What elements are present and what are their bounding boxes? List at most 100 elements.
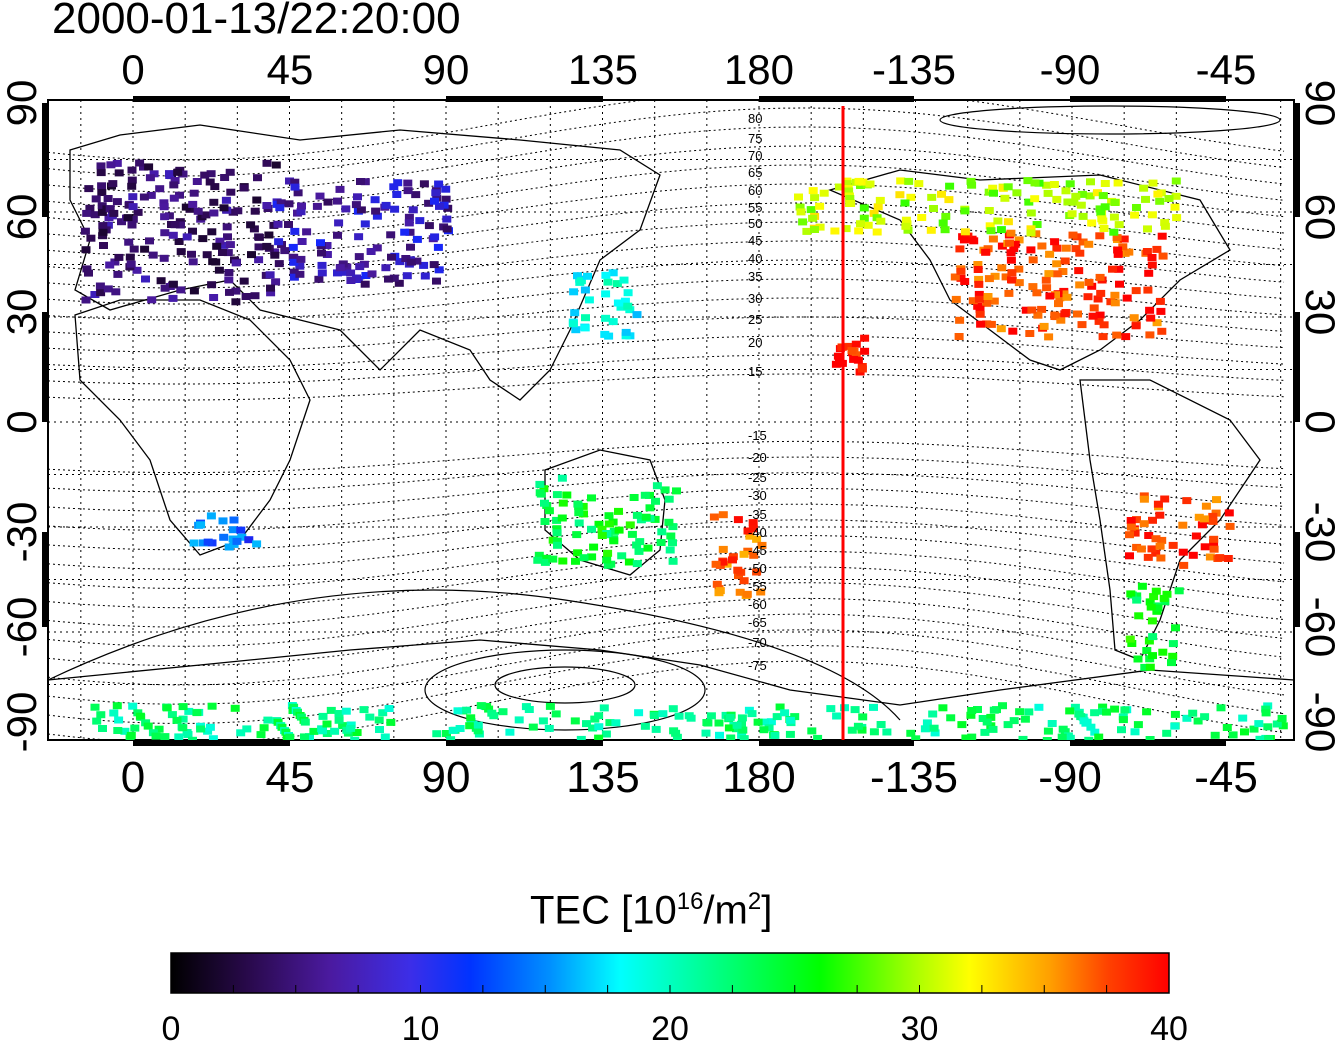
tec-cell — [241, 293, 251, 300]
tec-cell — [233, 207, 243, 215]
tec-cell — [1026, 209, 1036, 217]
tec-cell — [927, 193, 937, 201]
tec-cell — [922, 719, 932, 727]
tec-cell — [539, 485, 549, 493]
tec-cell — [110, 258, 120, 266]
tec-cell — [128, 215, 138, 223]
tec-cell — [611, 719, 621, 727]
tec-cell — [402, 272, 412, 280]
contour-label: -35 — [748, 507, 767, 522]
tec-cell — [998, 184, 1008, 192]
tec-cell — [384, 705, 394, 712]
tec-cell — [728, 556, 737, 564]
tec-cell — [198, 235, 208, 243]
tec-cell — [346, 277, 356, 284]
tec-cell — [389, 274, 399, 282]
tec-cell — [1085, 192, 1095, 200]
tec-cell — [1178, 521, 1188, 529]
tec-cell — [1096, 289, 1106, 297]
contour-line — [48, 550, 1285, 609]
tec-cell — [1045, 250, 1055, 258]
tec-cell — [853, 356, 863, 364]
tec-cell — [1147, 617, 1157, 625]
tec-cell — [236, 526, 246, 534]
tec-cell — [341, 205, 351, 213]
tec-cell — [1031, 230, 1041, 238]
tec-cell — [209, 209, 219, 217]
tec-cell — [1142, 248, 1152, 255]
tec-cell — [656, 539, 666, 546]
tec-cell — [1109, 213, 1119, 221]
tec-cell — [1131, 287, 1141, 295]
tec-cell — [1026, 246, 1036, 254]
tec-cell — [1020, 715, 1030, 723]
tec-cell — [215, 237, 225, 245]
tec-cell — [218, 517, 228, 525]
tec-cell — [381, 264, 391, 272]
tec-cell — [570, 309, 580, 317]
tec-cell — [1156, 307, 1166, 315]
tec-cell — [254, 243, 264, 251]
tec-cell — [135, 159, 145, 167]
tec-cell — [192, 178, 202, 185]
tec-cell — [875, 196, 885, 204]
tec-cell — [1118, 716, 1128, 724]
tec-cell — [664, 518, 674, 526]
tec-cell — [1095, 205, 1105, 213]
tec-cell — [169, 194, 179, 202]
frame-bar-left — [42, 312, 48, 422]
tec-cell — [266, 289, 276, 297]
tec-cell — [863, 221, 873, 229]
tec-cell — [657, 528, 667, 536]
tec-cell — [557, 474, 567, 482]
tec-cell — [711, 560, 721, 568]
tec-cell — [603, 549, 613, 557]
contour-line — [48, 613, 1285, 686]
tec-cell — [360, 220, 370, 228]
tec-cell — [733, 566, 743, 574]
contour-line — [48, 644, 1285, 725]
x-bottom-tick-label: 90 — [422, 753, 471, 802]
x-bottom-tick-label: 135 — [566, 753, 639, 802]
coastline-path — [74, 299, 311, 556]
contour-line — [48, 107, 1285, 177]
tec-cell — [1100, 203, 1110, 211]
tec-cell — [1060, 310, 1070, 318]
tec-cell — [1073, 310, 1082, 318]
tec-cell — [124, 238, 134, 246]
tec-cell — [408, 206, 418, 214]
contour-label: 60 — [748, 183, 762, 198]
tec-cell — [225, 168, 235, 176]
tec-cell — [601, 314, 611, 322]
tec-cell — [844, 342, 853, 350]
tec-cell — [1179, 561, 1189, 569]
tec-cell — [210, 183, 220, 191]
tec-cell — [300, 718, 310, 726]
tec-cell — [830, 227, 840, 235]
tec-cell — [568, 320, 578, 328]
tec-cell — [1006, 256, 1016, 264]
tec-cell — [1144, 637, 1154, 645]
tec-cell — [706, 712, 716, 720]
contour-line — [48, 316, 1285, 353]
tec-cell — [1148, 516, 1157, 524]
tec-cell — [265, 271, 275, 279]
tec-cell — [289, 258, 299, 266]
tec-cell — [967, 707, 977, 714]
tec-cell — [285, 733, 295, 740]
tec-cell — [594, 520, 604, 528]
tec-cell — [432, 730, 442, 738]
tec-cell — [914, 180, 924, 188]
tec-cell — [96, 162, 106, 170]
y-left-tick-label: 60 — [0, 194, 45, 241]
tec-cell — [489, 712, 499, 720]
tec-cell — [997, 264, 1007, 272]
tec-cell — [1143, 286, 1153, 294]
tec-cell — [126, 260, 136, 268]
tec-cell — [326, 706, 336, 714]
tec-cell — [353, 193, 362, 201]
coastlines — [48, 124, 1294, 706]
tec-cell — [1172, 214, 1182, 222]
tec-cell — [1148, 652, 1157, 660]
